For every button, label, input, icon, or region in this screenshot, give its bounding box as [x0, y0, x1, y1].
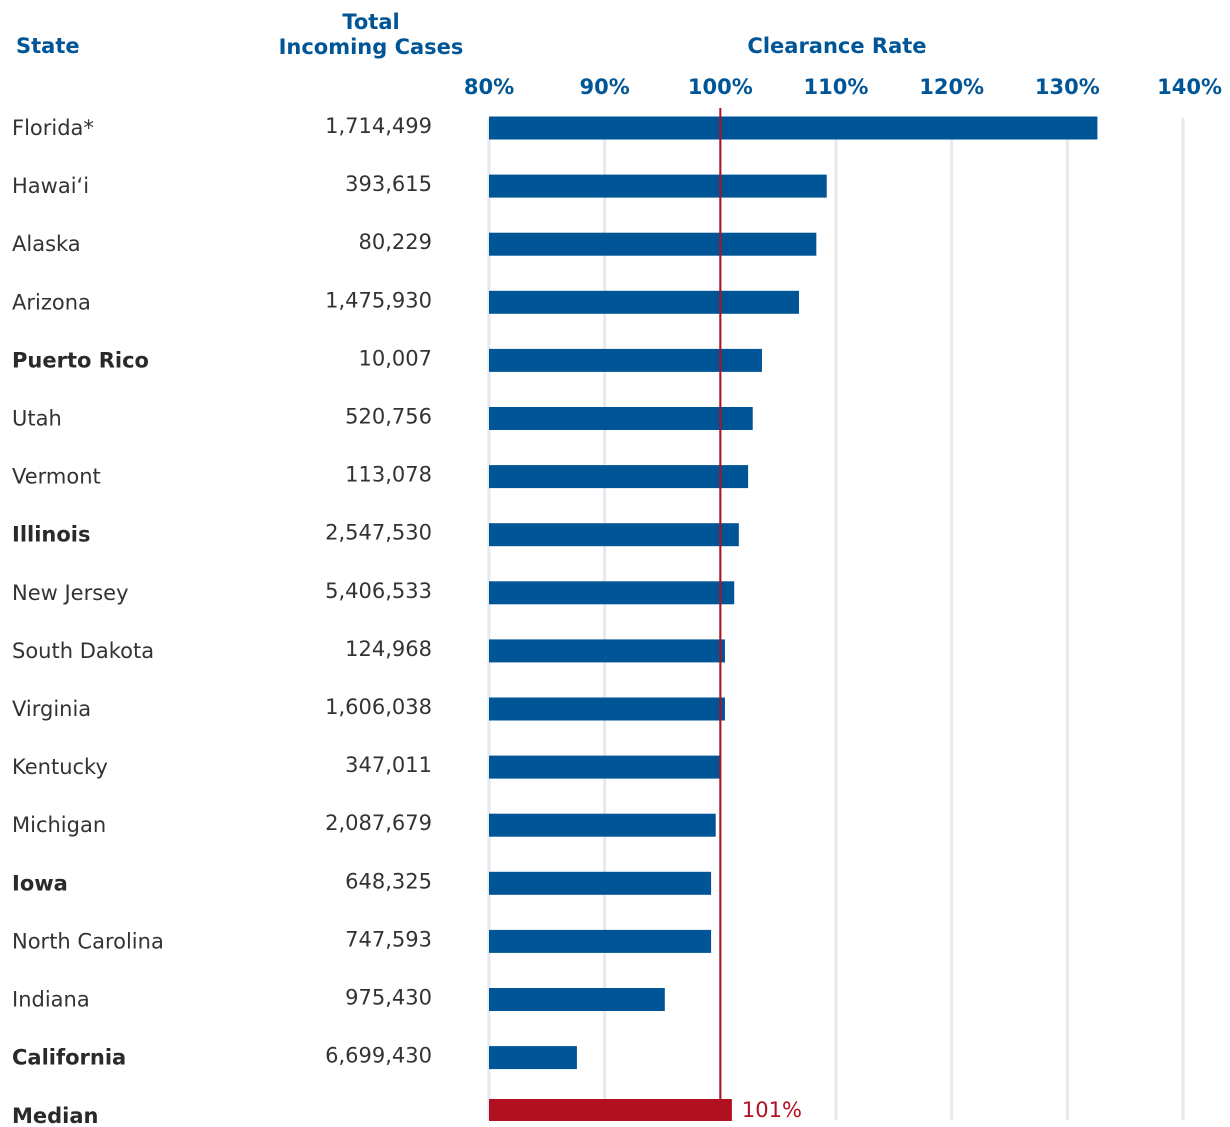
- bar-14: [489, 929, 712, 953]
- median-bar: [489, 1099, 732, 1121]
- bar-2: [489, 232, 817, 256]
- state-label-14: North Carolina: [12, 929, 164, 953]
- state-label-3: Arizona: [12, 290, 91, 314]
- median-label: Median: [12, 1104, 99, 1127]
- cases-label-3: 1,475,930: [325, 288, 432, 312]
- state-header: State: [16, 34, 80, 58]
- cases-label-7: 2,547,530: [325, 521, 432, 545]
- cases-label-16: 6,699,430: [325, 1044, 432, 1068]
- cases-label-12: 2,087,679: [325, 811, 432, 835]
- x-axis-ticks: 80% 90% 100% 110% 120% 130% 140%: [464, 75, 1222, 99]
- bar-4: [489, 348, 762, 372]
- tick-label-80: 80%: [464, 75, 514, 99]
- state-label-9: South Dakota: [12, 639, 154, 663]
- cases-label-11: 347,011: [345, 753, 432, 777]
- state-label-13: Iowa: [12, 871, 68, 895]
- state-label-1: Hawai‘i: [12, 174, 89, 198]
- state-label-10: Virginia: [12, 697, 91, 721]
- cases-label-2: 80,229: [359, 230, 432, 254]
- state-label-5: Utah: [12, 407, 62, 431]
- cases-header-line1: Total: [342, 10, 399, 34]
- bar-11: [489, 755, 721, 779]
- tick-label-120: 120%: [919, 75, 984, 99]
- bar-10: [489, 697, 725, 721]
- bar-15: [489, 988, 665, 1011]
- median-row: Median 101%: [12, 1098, 802, 1127]
- bar-13: [489, 871, 712, 895]
- state-label-11: Kentucky: [12, 755, 108, 779]
- bar-3: [489, 290, 799, 314]
- tick-label-140: 140%: [1157, 75, 1222, 99]
- state-label-15: Indiana: [12, 988, 90, 1012]
- state-label-4: Puerto Rico: [12, 348, 149, 372]
- row-labels: Florida* 1,714,499 Hawai‘i 393,615 Alaska 80,…: [12, 114, 432, 1070]
- gridlines: [487, 118, 1185, 1120]
- cases-label-9: 124,968: [345, 637, 432, 661]
- bar-6: [489, 465, 749, 489]
- bar-5: [489, 407, 753, 430]
- cases-label-8: 5,406,533: [325, 579, 432, 603]
- bar-16: [489, 1046, 577, 1070]
- cases-label-14: 747,593: [345, 927, 432, 951]
- state-label-6: Vermont: [12, 465, 101, 489]
- bar-8: [489, 581, 735, 605]
- state-label-16: California: [12, 1046, 126, 1070]
- cases-header-line2: Incoming Cases: [279, 35, 464, 59]
- tick-label-130: 130%: [1035, 75, 1100, 99]
- bars: [489, 116, 1098, 1070]
- bar-9: [489, 639, 725, 663]
- cases-label-15: 975,430: [345, 986, 432, 1010]
- cases-label-6: 113,078: [345, 463, 432, 487]
- state-label-8: New Jersey: [12, 581, 129, 605]
- tick-label-110: 110%: [804, 75, 869, 99]
- bar-12: [489, 813, 716, 837]
- cases-label-1: 393,615: [345, 172, 432, 196]
- bar-1: [489, 174, 827, 198]
- cases-label-5: 520,756: [345, 405, 432, 429]
- state-label-12: Michigan: [12, 813, 106, 837]
- median-value-label: 101%: [742, 1098, 802, 1122]
- cases-label-10: 1,606,038: [325, 695, 432, 719]
- rate-header: Clearance Rate: [747, 34, 926, 58]
- bar-7: [489, 523, 739, 547]
- cases-label-13: 648,325: [345, 869, 432, 893]
- tick-label-100: 100%: [688, 75, 753, 99]
- cases-label-4: 10,007: [359, 346, 432, 370]
- cases-label-0: 1,714,499: [325, 114, 432, 138]
- state-label-0: Florida*: [12, 116, 94, 140]
- state-label-2: Alaska: [12, 232, 81, 256]
- bar-0: [489, 116, 1098, 140]
- state-label-7: Illinois: [12, 523, 90, 547]
- tick-label-90: 90%: [580, 75, 630, 99]
- column-headers: State Total Incoming Cases Clearance Rat…: [16, 10, 927, 59]
